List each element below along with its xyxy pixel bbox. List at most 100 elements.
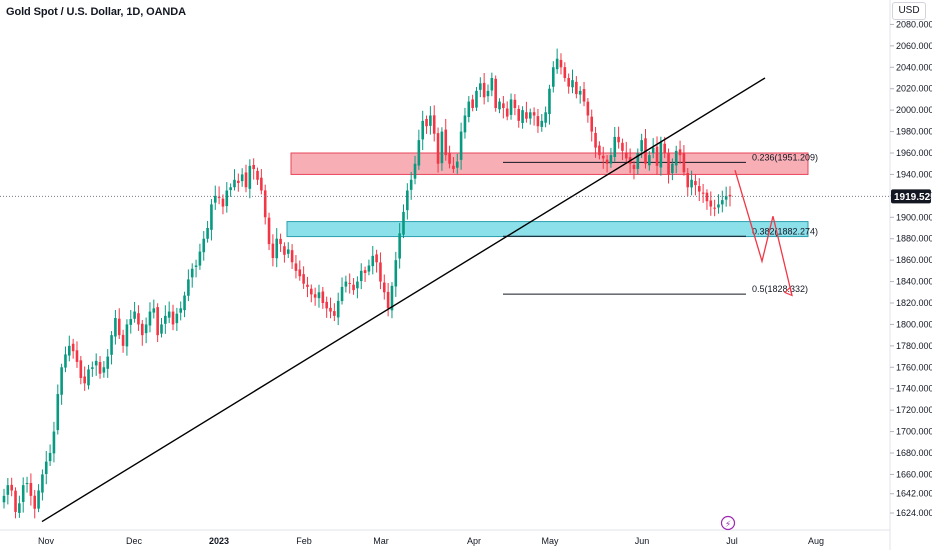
candle [540,113,544,132]
candle [317,284,321,308]
candle [644,129,647,169]
fib-level-label: 0.5(1828.332) [752,284,808,294]
candle [536,108,540,133]
candle [390,282,394,319]
candle [552,61,555,93]
candle [210,199,213,241]
candle [325,296,328,318]
candle [694,173,697,196]
candle [648,151,651,171]
candle [221,194,225,215]
svg-text:⚡: ⚡ [725,520,731,530]
candle [98,356,102,379]
y-tick-label: 1960.000 [896,148,932,158]
candle [482,73,486,105]
candle [609,147,613,168]
candle [386,282,390,317]
projection-path[interactable] [734,169,793,296]
x-tick-label: Feb [296,536,312,546]
candle [68,335,71,362]
candle [286,242,290,258]
candle [678,140,682,164]
resistance-zone[interactable] [290,152,809,175]
candle [114,309,117,345]
candle [532,107,536,126]
candle [340,277,344,305]
candle [363,266,367,282]
candle [528,108,532,125]
candle [601,146,605,169]
candle [248,159,252,199]
time-axis[interactable]: Nov Dec 2023 Feb Mar Apr May Jun Jul Aug [38,536,824,546]
candle [452,157,455,173]
candle [18,495,21,518]
candle [655,136,659,175]
x-tick-label: Apr [467,536,481,546]
candle [544,106,547,128]
candle [555,48,559,74]
candle [436,127,440,173]
currency-button[interactable]: USD [892,2,926,20]
y-tick-label: 2040.000 [896,62,932,72]
candle [517,105,521,128]
candle [267,212,271,251]
y-tick-label: 1900.000 [896,212,932,222]
candle [2,488,6,509]
y-tick-label: 2000.000 [896,105,932,115]
candle [37,484,40,513]
support-zone[interactable] [286,221,809,238]
candle [379,252,382,290]
y-tick-label: 1880.000 [896,234,932,244]
candle [394,251,398,297]
candle [721,190,724,213]
candle [709,191,713,216]
projection-arrow-head [783,286,793,297]
candle [651,138,655,159]
candle [110,331,113,365]
lightning-event-icon[interactable]: ⚡ [720,515,736,531]
candle [33,489,37,519]
price-axis[interactable]: 2080.000 2060.000 2040.000 2020.000 2000.000… [890,19,932,518]
y-tick-label: 1660.000 [896,469,932,479]
candle [279,233,282,252]
candle [455,153,459,174]
candle [605,155,609,173]
candle [425,115,428,134]
candle [79,355,83,385]
candle [167,301,171,324]
candle [106,349,110,378]
candle [333,303,336,322]
candle [697,178,701,202]
candle [598,141,601,160]
candle [617,126,620,149]
candle [310,284,313,303]
candle [432,105,436,142]
candle [240,168,244,187]
candle [294,255,298,279]
candle [117,308,121,339]
candle [271,234,275,267]
candle [148,302,152,333]
candle [621,138,624,161]
candle [187,269,190,302]
y-tick-label: 1780.000 [896,341,932,351]
candle [183,291,186,318]
last-price-label: 1919.525 [894,192,932,203]
candle [513,94,517,116]
candle [659,136,663,176]
y-tick-label: 1800.000 [896,319,932,329]
candle [225,182,229,213]
y-tick-label: 1820.000 [896,298,932,308]
candle [444,118,448,161]
candle [133,301,136,323]
candle [260,169,263,195]
zones [286,152,809,238]
y-tick-label: 1940.000 [896,169,932,179]
fibonacci-levels[interactable]: 0.236(1951.209) 0.382(1882.274) 0.5(1828.3… [503,152,818,295]
candle [440,127,444,171]
candle [94,353,98,376]
candle [674,145,678,174]
trendline[interactable] [41,77,766,523]
y-tick-label: 1700.000 [896,427,932,437]
